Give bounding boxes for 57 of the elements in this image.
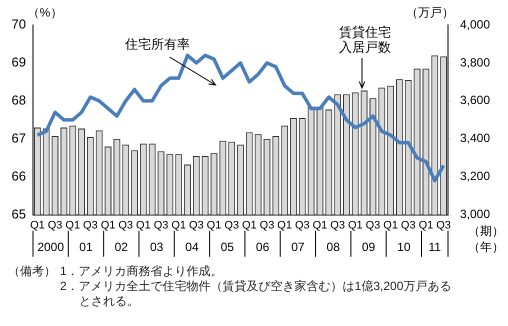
y-tick-label: 67 — [12, 130, 26, 146]
x-tick-label: Q1 — [242, 219, 257, 232]
text: 2．アメリカ全土で住宅物件（賃貸及び空き家含む）は1億3,200万戸あるとされる。 — [60, 279, 452, 309]
x-tick-label: Q1 — [312, 219, 328, 232]
y2-tick-label: 4,000 — [460, 17, 490, 32]
text: 1．アメリカ商務省より作成。 — [60, 264, 224, 279]
text: 09 — [362, 240, 376, 254]
y-tick-label: 65 — [12, 206, 26, 222]
x-tick-label: Q1 — [136, 219, 151, 232]
x-tick-label: Q1 — [383, 219, 398, 232]
x-tick-label: Q1 — [100, 219, 116, 232]
x-tick-label: Q3 — [189, 219, 204, 232]
x-tick-label: Q3 — [400, 219, 416, 232]
x-tick-label: Q1 — [65, 219, 80, 232]
x-tick-label: Q3 — [154, 219, 168, 232]
text: （年） — [468, 240, 504, 254]
text: 11 — [428, 240, 442, 254]
text: 07 — [291, 240, 305, 254]
x-tick-label: Q1 — [206, 219, 222, 232]
x-tick-label: Q1 — [348, 219, 363, 232]
text: 03 — [150, 240, 164, 254]
x-tick-label: Q3 — [260, 219, 274, 232]
y2-tick-label: 3,400 — [460, 131, 490, 146]
text: 10 — [397, 240, 411, 254]
x-tick-label: Q1 — [171, 219, 186, 232]
x-tick-label: Q3 — [48, 219, 62, 232]
y2-tick-label: 3,000 — [460, 207, 490, 222]
x-tick-label: Q3 — [224, 219, 240, 232]
x-tick-label: Q3 — [294, 219, 310, 232]
x-tick-label: Q1 — [277, 219, 292, 232]
x-axis-title: （期） — [468, 224, 504, 238]
y-axis-title: （%） — [28, 5, 62, 20]
text: （備考） — [8, 264, 56, 279]
text: 05 — [220, 240, 234, 254]
y-tick-label: 66 — [12, 168, 26, 184]
text: 01 — [79, 240, 93, 254]
x-tick-label: Q3 — [83, 219, 98, 232]
x-tick-label: Q3 — [436, 219, 451, 232]
x-tick-label: Q1 — [418, 219, 434, 232]
y-tick-label: 70 — [12, 16, 26, 32]
x-tick-label: Q3 — [330, 219, 345, 232]
y2-tick-label: 3,800 — [460, 55, 490, 70]
y2-tick-label: 3,600 — [460, 93, 490, 108]
y2-axis-title: （万戸） — [406, 5, 454, 20]
text: 06 — [256, 240, 270, 254]
x-tick-label: Q3 — [118, 219, 134, 232]
y2-tick-label: 3,200 — [460, 169, 490, 184]
text: 02 — [114, 240, 128, 254]
text: 08 — [326, 240, 340, 254]
text: 賃貸住宅入居戸数 — [339, 24, 391, 55]
series-label: 住宅所有率 — [124, 36, 190, 52]
text: 2000 — [37, 240, 64, 254]
x-tick-label: Q3 — [366, 219, 380, 232]
text: 04 — [185, 240, 199, 254]
y-tick-label: 69 — [12, 54, 26, 70]
x-tick-label: Q1 — [30, 219, 45, 232]
y-tick-label: 68 — [12, 92, 26, 108]
